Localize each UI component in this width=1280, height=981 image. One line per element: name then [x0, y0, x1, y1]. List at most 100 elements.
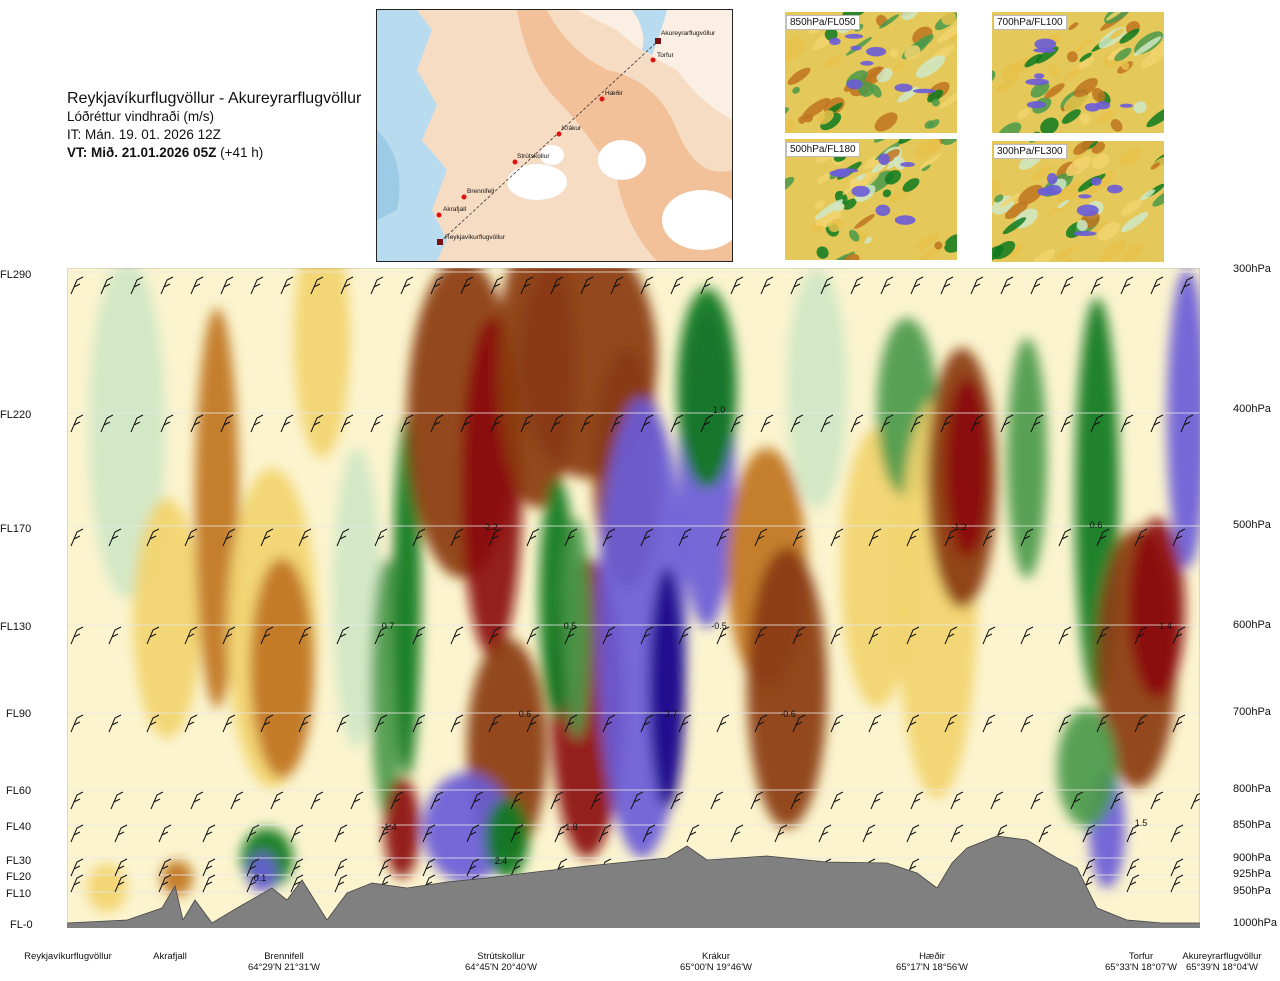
- wind-barb: [774, 824, 788, 843]
- wind-barb: [1170, 858, 1184, 877]
- wind-barb: [202, 824, 216, 843]
- wind-barb: [1120, 414, 1134, 433]
- wind-barb: [1172, 528, 1186, 547]
- thumb-blob: [1078, 56, 1095, 70]
- wind-barb: [334, 824, 348, 843]
- wind-barb: [1134, 714, 1148, 733]
- wind-barb: [550, 276, 564, 295]
- value-annotation: -0.5: [711, 621, 727, 631]
- thumb-blob: [930, 140, 942, 152]
- thumb-blob: [1106, 12, 1128, 21]
- thumb-blob: [900, 162, 915, 167]
- wind-barb: [1126, 824, 1140, 843]
- thumb-blob: [844, 33, 864, 39]
- wind-barb: [944, 626, 958, 645]
- wind-barb: [130, 276, 144, 295]
- thumb-blob: [866, 46, 887, 57]
- pressure-label: 500hPa: [1233, 519, 1271, 531]
- fl-label: FL290: [0, 269, 32, 281]
- pressure-label: 800hPa: [1233, 783, 1271, 795]
- wind-barb: [400, 276, 414, 295]
- pressure-label: 600hPa: [1233, 619, 1271, 631]
- fl-label: FL40: [6, 821, 32, 833]
- wind-barb: [222, 714, 236, 733]
- wind-barb: [190, 414, 204, 433]
- wind-barb: [1020, 626, 1034, 645]
- wind-barb: [1096, 626, 1110, 645]
- wind-barb: [906, 714, 920, 733]
- wind-barb: [1070, 791, 1084, 810]
- pressure-label: 850hPa: [1233, 819, 1271, 831]
- chart-header: Reykjavíkurflugvöllur - Akureyrarflugvöl…: [67, 90, 361, 162]
- value-annotation: 2.7: [665, 709, 678, 719]
- wind-barb: [982, 714, 996, 733]
- thumb-blob: [1099, 240, 1128, 262]
- thumbnail-500hpa[interactable]: 500hPa/FL180: [785, 139, 957, 260]
- pressure-label: 700hPa: [1233, 706, 1271, 718]
- wind-barb: [222, 528, 236, 547]
- wind-barb: [526, 714, 540, 733]
- pressure-label: 925hPa: [1233, 868, 1271, 880]
- wind-barb: [970, 414, 984, 433]
- wind-barb: [510, 858, 524, 877]
- map-point-label: Krákur: [562, 125, 582, 132]
- wind-barb: [450, 626, 464, 645]
- wind-barb: [910, 791, 924, 810]
- value-annotation: 1.0: [713, 405, 726, 415]
- wind-barb: [158, 874, 172, 893]
- map-point-label: Reykjavíkurflugvöllur: [445, 234, 506, 241]
- wind-barb: [246, 874, 260, 893]
- wind-barb: [490, 276, 504, 295]
- thumbnail-700hpa[interactable]: 700hPa/FL100: [992, 12, 1164, 133]
- wind-barb: [108, 626, 122, 645]
- wind-barb: [510, 791, 524, 810]
- thumb-blob: [792, 86, 800, 94]
- thumb-blob: [1017, 108, 1030, 119]
- thumbnail-850hpa[interactable]: 850hPa/FL050: [785, 12, 957, 133]
- thumb-blob: [1097, 109, 1116, 124]
- wind-barb: [792, 626, 806, 645]
- thumb-blob: [1000, 192, 1021, 208]
- thumb-blob: [814, 199, 844, 220]
- wind-barb: [202, 858, 216, 877]
- thumb-blob: [934, 241, 943, 250]
- thumb-blob: [1097, 222, 1120, 241]
- wind-barb: [310, 791, 324, 810]
- wind-barb: [564, 626, 578, 645]
- wind-barb: [820, 276, 834, 295]
- value-annotation: -0.6: [780, 709, 796, 719]
- pressure-label: 950hPa: [1233, 885, 1271, 897]
- wind-barb: [880, 276, 894, 295]
- wind-barb: [378, 824, 392, 843]
- thumb-blob: [1073, 231, 1097, 237]
- wind-barb: [610, 276, 624, 295]
- wind-barb: [290, 874, 304, 893]
- wind-barb: [250, 414, 264, 433]
- thumb-blob: [1122, 243, 1145, 261]
- thumbnail-label: 500hPa/FL180: [786, 142, 860, 157]
- location-label: Reykjavíkurflugvöllur: [24, 951, 112, 962]
- wind-barb: [370, 276, 384, 295]
- wind-barb: [970, 276, 984, 295]
- wind-barb: [1030, 791, 1044, 810]
- fl-label: FL30: [6, 855, 32, 867]
- thumb-blob: [875, 204, 891, 217]
- wind-barb: [466, 824, 480, 843]
- location-label: Brennifell 64°29'N 21°31'W: [248, 951, 320, 973]
- thumb-blob: [939, 89, 957, 109]
- wind-barb: [146, 528, 160, 547]
- thumb-blob: [803, 113, 814, 123]
- wind-barb: [146, 626, 160, 645]
- wind-barb: [100, 414, 114, 433]
- thumbnail-300hpa[interactable]: 300hPa/FL300: [992, 141, 1164, 262]
- thumb-blob: [1040, 117, 1059, 133]
- wind-barb: [642, 824, 656, 843]
- wind-barb: [220, 414, 234, 433]
- thumb-blob: [901, 12, 919, 21]
- fl-label: FL130: [0, 621, 32, 633]
- thumb-blob: [816, 246, 829, 259]
- wind-barb: [280, 414, 294, 433]
- thumb-blob: [874, 112, 898, 132]
- value-annotation: -1.8: [562, 822, 578, 832]
- wind-barb: [520, 276, 534, 295]
